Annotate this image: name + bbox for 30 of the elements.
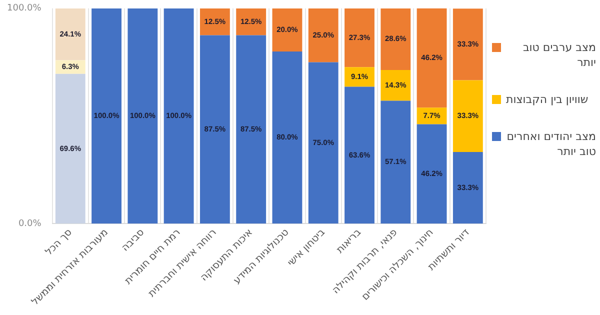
bar: [452, 8, 483, 80]
bar: [416, 8, 447, 108]
bar: [380, 8, 411, 70]
bar: [272, 51, 302, 224]
bar: [416, 124, 447, 224]
bar: [236, 35, 266, 224]
y-tick-label: 0.0%: [18, 218, 42, 229]
bar: [236, 8, 266, 36]
bar: [55, 8, 86, 60]
bar: [164, 8, 194, 224]
bar: [344, 86, 374, 224]
bar: [452, 152, 483, 224]
bar: [344, 8, 374, 68]
bar: [200, 35, 230, 224]
bar: [200, 8, 230, 36]
legend-label: מצב ערבים טוב יותר: [522, 40, 596, 70]
x-tick-label: סביבה: [120, 227, 147, 254]
legend-label: מצב יהודים ואחרים טוב יותר: [506, 129, 596, 159]
bar: [92, 8, 122, 224]
bar: [344, 67, 374, 87]
legend-label: שוויון בין הקבוצות: [506, 92, 588, 107]
x-tick-label: סך הכל: [44, 227, 74, 258]
bar: [380, 70, 411, 101]
bar: [272, 8, 302, 52]
bar: [308, 8, 338, 62]
bar: [308, 62, 338, 224]
bar: [452, 80, 483, 152]
bar: [55, 74, 86, 224]
bar: [128, 8, 158, 224]
bar: [380, 100, 411, 224]
